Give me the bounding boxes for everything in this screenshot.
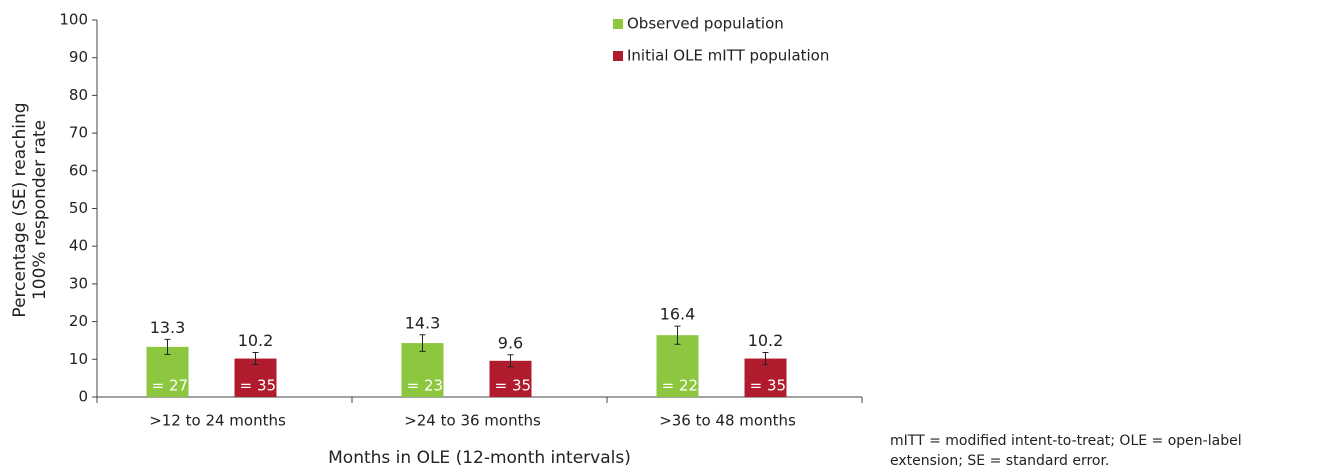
legend-label: Initial OLE mITT population	[627, 47, 829, 65]
y-axis-label: Percentage (SE) reaching	[10, 102, 30, 317]
y-tick-label: 60	[69, 161, 88, 179]
y-tick-label: 40	[69, 237, 88, 255]
y-tick-label: 70	[69, 124, 88, 142]
x-tick-label: >12 to 24 months	[149, 412, 286, 430]
n-label: n = 271	[137, 377, 197, 395]
n-label: n = 237	[392, 377, 452, 395]
y-tick-label: 100	[59, 11, 88, 29]
error-bar	[164, 338, 171, 355]
x-tick-label: >24 to 36 months	[404, 412, 541, 430]
y-axis-label: 100% responder rate	[30, 120, 50, 300]
x-axis-label: Months in OLE (12-month intervals)	[328, 448, 631, 468]
footnote: mITT = modified intent-to-treat; OLE = o…	[890, 433, 1242, 449]
n-label: n = 354	[225, 377, 285, 395]
error-bar	[674, 325, 681, 345]
value-label: 10.2	[748, 331, 784, 350]
error-bar	[252, 352, 259, 366]
legend-swatch	[613, 51, 623, 61]
value-label: 14.3	[405, 313, 441, 332]
y-tick-label: 80	[69, 86, 88, 104]
value-label: 9.6	[498, 333, 523, 352]
error-bar	[419, 334, 426, 352]
bar	[146, 346, 189, 397]
error-bar	[507, 354, 514, 368]
bar	[401, 343, 444, 397]
y-tick-label: 50	[69, 199, 88, 217]
bar	[656, 335, 699, 397]
y-tick-label: 30	[69, 274, 88, 292]
y-tick-label: 0	[78, 388, 88, 406]
n-label: n = 220	[647, 377, 707, 395]
x-tick-label: >36 to 48 months	[659, 412, 796, 430]
value-label: 16.4	[660, 305, 696, 324]
y-tick-label: 20	[69, 312, 88, 330]
error-bar	[762, 352, 769, 366]
value-label: 10.2	[238, 331, 274, 350]
legend-swatch	[613, 19, 623, 29]
legend-label: Observed population	[627, 15, 784, 33]
footnote: extension; SE = standard error.	[890, 453, 1109, 469]
n-label: n = 354	[735, 377, 795, 395]
value-label: 13.3	[150, 318, 186, 337]
y-tick-label: 10	[69, 350, 88, 368]
n-label: n = 354	[480, 377, 540, 395]
y-tick-label: 90	[69, 48, 88, 66]
